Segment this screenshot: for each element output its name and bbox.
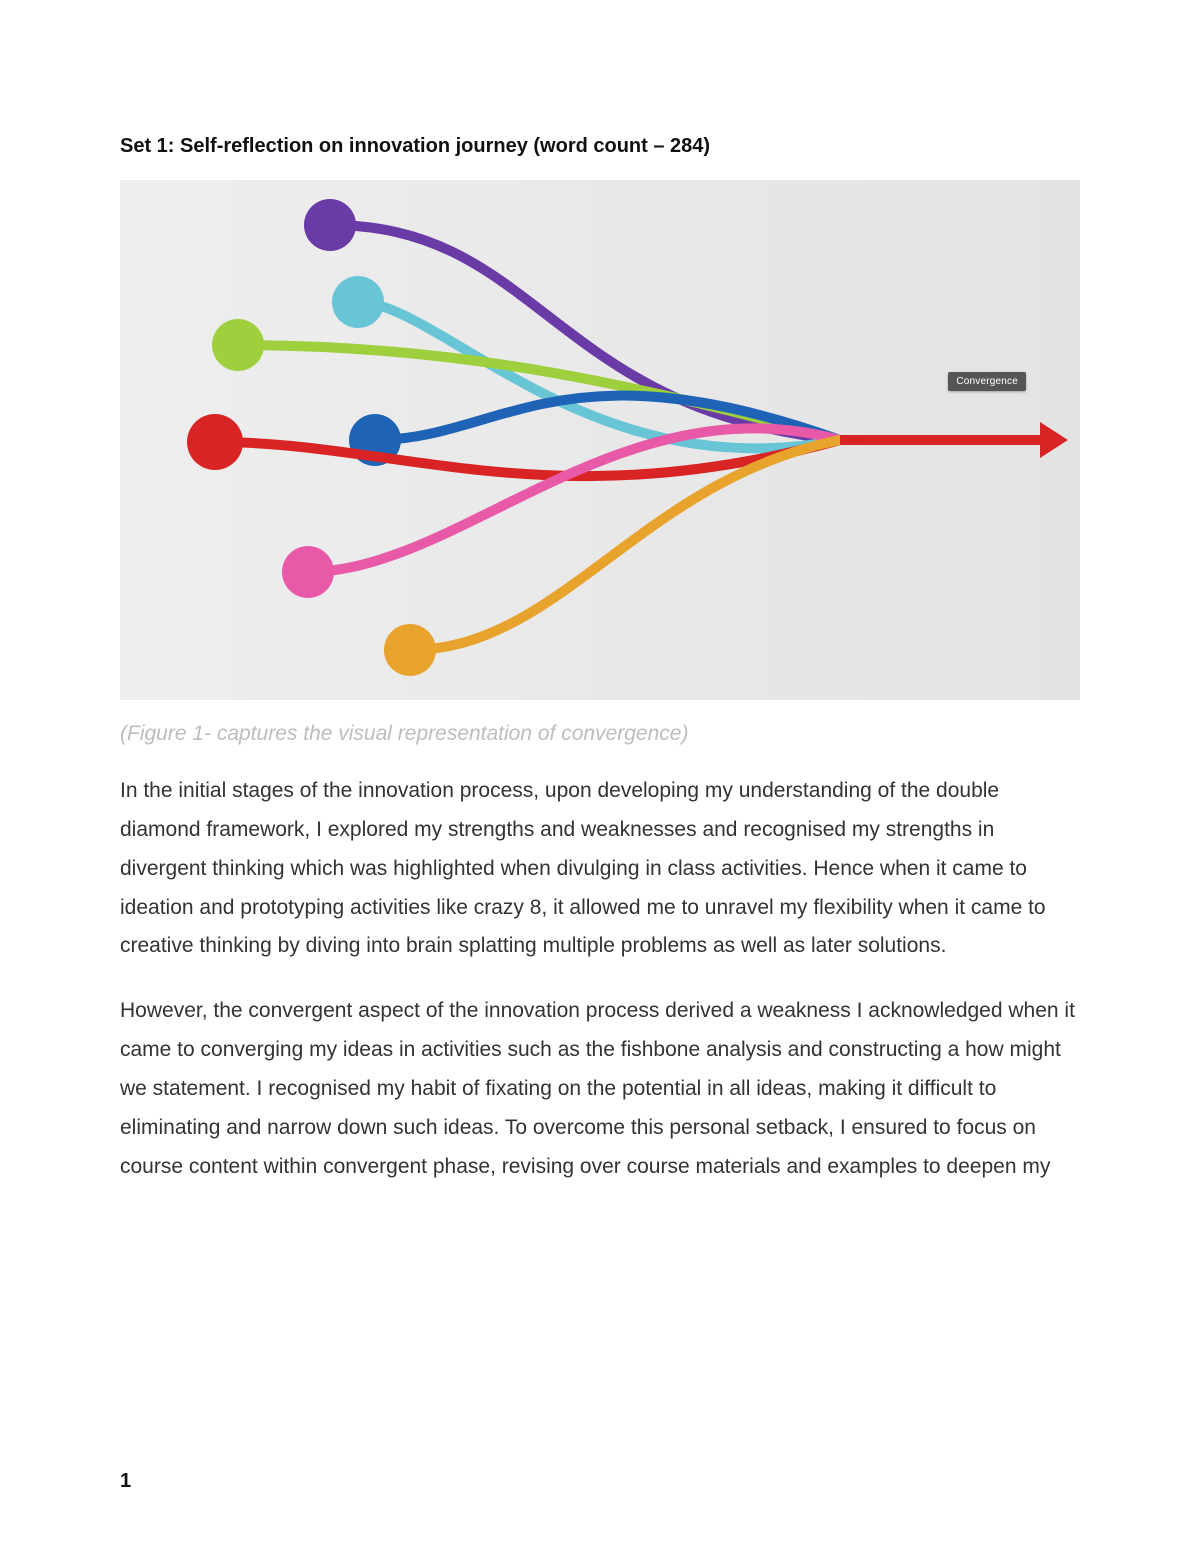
page-title: Set 1: Self-reflection on innovation jou…: [120, 135, 1080, 158]
strand-dot-orange: [384, 624, 436, 676]
document-page: Set 1: Self-reflection on innovation jou…: [0, 0, 1200, 1553]
arrow-head-icon: [1040, 422, 1068, 458]
figure-caption: (Figure 1- captures the visual represent…: [120, 722, 1080, 746]
page-number: 1: [120, 1470, 131, 1493]
body-text: In the initial stages of the innovation …: [120, 772, 1080, 1186]
convergence-badge: Convergence: [948, 372, 1026, 391]
convergence-svg: [120, 180, 1080, 700]
strand-dot-pink: [282, 546, 334, 598]
strand-dot-green: [212, 319, 264, 371]
strand-dot-red: [187, 414, 243, 470]
strand-dot-cyan: [332, 276, 384, 328]
strand-dot-purple: [304, 199, 356, 251]
convergence-figure: Convergence: [120, 180, 1080, 700]
paragraph: However, the convergent aspect of the in…: [120, 992, 1080, 1186]
paragraph: In the initial stages of the innovation …: [120, 772, 1080, 966]
